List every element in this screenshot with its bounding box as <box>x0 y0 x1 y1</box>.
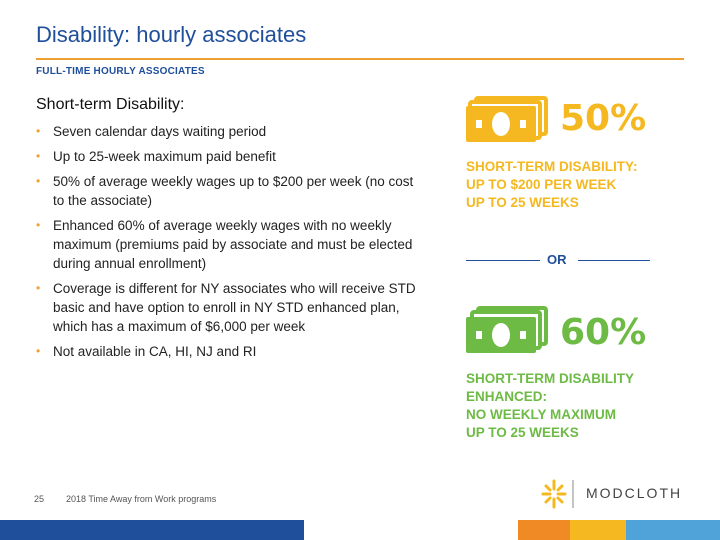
or-divider-right <box>578 260 650 261</box>
bullet-icon: • <box>36 174 41 188</box>
subheading: Short-term Disability: <box>36 96 185 113</box>
modcloth-logo-icon <box>541 479 574 509</box>
percent-50-label: 50% <box>560 98 647 139</box>
bullet-icon: • <box>36 218 41 232</box>
footer-text: 2018 Time Away from Work programs <box>66 494 217 504</box>
bullet-icon: • <box>36 149 41 163</box>
bottom-bar-gap <box>304 520 518 540</box>
page-number: 25 <box>34 494 45 504</box>
list-item: • Coverage is different for NY associates… <box>36 281 416 334</box>
percent-60-label: 60% <box>560 312 647 353</box>
or-label: OR <box>547 252 567 267</box>
or-divider-left <box>466 260 540 261</box>
money-bills-yellow-icon <box>466 96 548 142</box>
bottom-bar-yellow <box>570 520 626 540</box>
bottom-bar-light-blue <box>626 520 720 540</box>
list-item: • Enhanced 60% of average weekly wages wi… <box>36 218 413 271</box>
bullet-icon: • <box>36 281 41 295</box>
page-title: Disability: hourly associates <box>36 22 307 47</box>
money-bills-green-icon <box>466 306 548 353</box>
bottom-bar-dark-blue <box>0 520 304 540</box>
logo-text: MODCLOTH <box>586 485 683 501</box>
bullet-list: • Seven calendar days waiting period • Up … <box>36 122 428 367</box>
bottom-bar-orange <box>518 520 570 540</box>
bullet-icon: • <box>36 124 41 138</box>
list-item: • 50% of average weekly wages up to $200 … <box>36 174 414 208</box>
list-item: • Not available in CA, HI, NJ and RI <box>36 344 257 359</box>
bullet-icon: • <box>36 344 41 358</box>
section-label: FULL-TIME HOURLY ASSOCIATES <box>36 66 205 77</box>
list-item: • Up to 25-week maximum paid benefit <box>36 149 276 164</box>
option1-caption: SHORT-TERM DISABILITY: UP TO $200 PER WE… <box>466 159 638 210</box>
option2-caption: SHORT-TERM DISABILITY ENHANCED: NO WEEKL… <box>466 371 634 440</box>
title-divider <box>36 58 684 60</box>
list-item: • Seven calendar days waiting period <box>36 124 267 139</box>
